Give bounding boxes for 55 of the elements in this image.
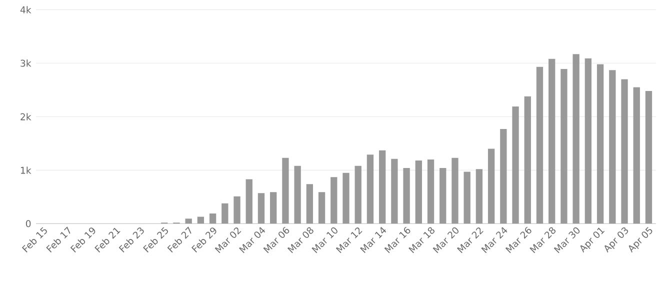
bar [524,96,531,224]
bar [294,166,301,224]
bar [427,159,434,224]
bar [234,196,240,224]
x-tick-label: Feb 25 [143,227,168,252]
bar [270,192,277,224]
x-tick-label: Feb 19 [70,228,96,252]
bar [222,203,228,224]
y-tick-label: 1k [20,166,32,174]
bar [415,160,422,224]
bar [379,150,386,224]
bar [258,193,265,224]
bar [536,66,544,224]
bar [476,169,483,224]
bar [391,158,398,224]
y-tick-label: 4k [20,6,32,14]
y-tick-label: 2k [20,113,32,120]
y-tick-label: 0 [26,220,31,228]
bar [609,70,616,224]
y-tick-label: 3k [20,60,32,67]
bar [621,79,628,224]
bar [185,218,192,224]
bar [645,90,652,224]
x-tick-label: Feb 23 [118,227,144,252]
x-tick-label: Feb 27 [167,226,192,252]
bar [572,54,580,224]
bar [452,158,458,224]
bar [246,179,252,224]
bar [560,69,568,224]
x-tick-label: Apr 01 [580,228,605,253]
x-tick-label: Apr 03 [604,227,628,253]
bar [500,128,507,224]
bar [584,58,592,224]
bar [366,154,374,224]
bar [464,172,470,224]
bar [403,168,410,224]
bar [512,106,519,224]
bar [488,148,495,224]
bar [440,168,446,224]
x-tick-label: Feb 17 [46,226,70,252]
bar [209,213,216,224]
bar [354,166,362,224]
x-tick-label: Feb 21 [94,228,120,252]
bar [306,184,314,224]
x-tick-label: Apr 05 [628,226,652,253]
bar [342,172,350,224]
bar [596,64,604,224]
bar [282,158,289,224]
x-tick-label: Feb 29 [191,228,216,252]
bar [318,192,326,224]
bar [197,216,204,224]
bar [330,177,338,224]
x-tick-label: Feb 15 [22,227,47,252]
bar [633,87,640,224]
bar [548,58,556,224]
